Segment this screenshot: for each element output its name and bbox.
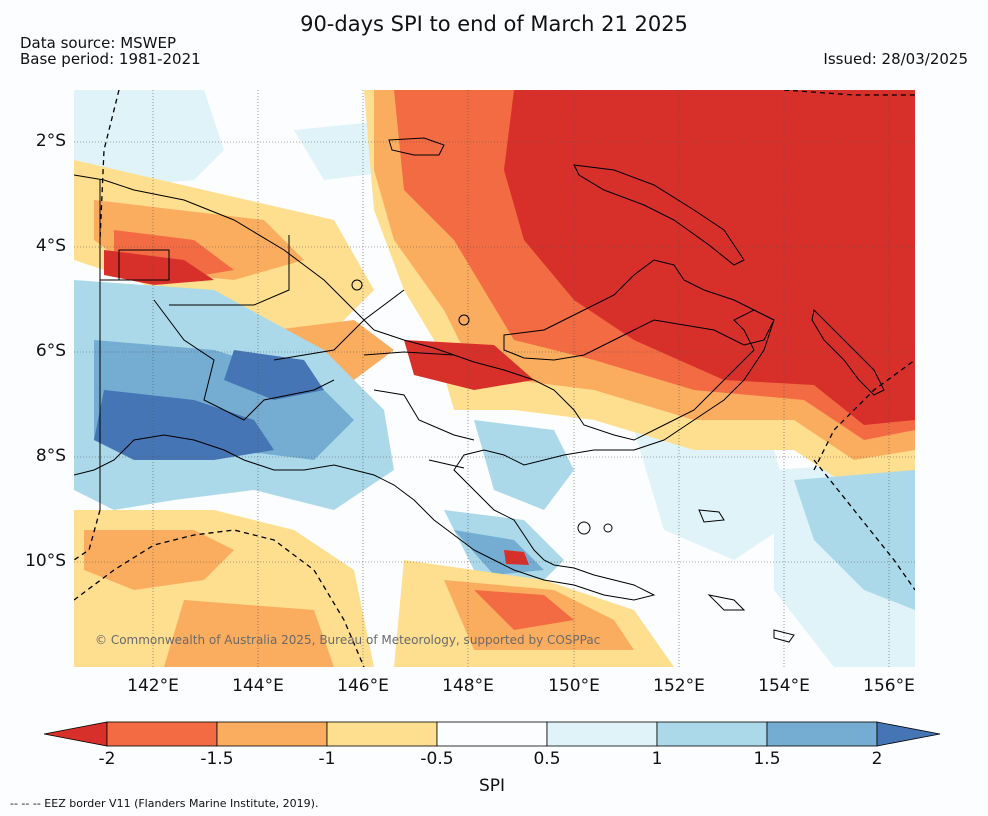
- colorbar-tick: 2: [871, 749, 883, 769]
- spi-map-canvas: [74, 90, 915, 667]
- colorbar-tick: 1.5: [753, 749, 781, 769]
- colorbar-bin: [656, 721, 768, 747]
- footnote: -- -- -- EEZ border V11 (Flanders Marine…: [10, 797, 319, 810]
- data-source: Data source: MSWEP: [20, 34, 177, 52]
- spi-map: © Commonwealth of Australia 2025, Bureau…: [74, 90, 915, 667]
- colorbar-bin: [436, 721, 548, 747]
- lon-label-148e: 148°E: [442, 676, 494, 696]
- spi-colorbar: [44, 721, 941, 747]
- issued-date: Issued: 28/03/2025: [823, 50, 968, 68]
- map-title: 90-days SPI to end of March 21 2025: [300, 12, 688, 36]
- colorbar-tick: -1.5: [200, 749, 234, 769]
- colorbar-bin: [326, 721, 438, 747]
- lon-label-154e: 154°E: [758, 676, 810, 696]
- lat-label-6s: 6°S: [35, 341, 66, 361]
- colorbar-tick: 0.5: [533, 749, 561, 769]
- lat-label-10s: 10°S: [25, 551, 66, 571]
- lon-label-152e: 152°E: [653, 676, 705, 696]
- lon-label-144e: 144°E: [232, 676, 284, 696]
- colorbar-tick: -2: [98, 749, 116, 769]
- colorbar-tick: -1: [318, 749, 336, 769]
- colorbar-title: SPI: [478, 776, 506, 796]
- colorbar-bin: [766, 721, 878, 747]
- colorbar-tick: -0.5: [420, 749, 454, 769]
- lon-label-150e: 150°E: [548, 676, 600, 696]
- colorbar-extend-low: [44, 721, 108, 747]
- lon-label-146e: 146°E: [337, 676, 389, 696]
- colorbar-extend-high: [876, 721, 941, 747]
- copyright-notice: © Commonwealth of Australia 2025, Bureau…: [95, 633, 601, 647]
- lat-label-8s: 8°S: [35, 446, 66, 466]
- colorbar-bin: [106, 721, 218, 747]
- lon-label-156e: 156°E: [863, 676, 915, 696]
- base-period: Base period: 1981-2021: [20, 50, 201, 68]
- colorbar-tick: 1: [651, 749, 663, 769]
- source-info: Data source: MSWEP Base period: 1981-202…: [20, 35, 201, 67]
- lat-label-4s: 4°S: [35, 236, 66, 256]
- colorbar-bin: [546, 721, 658, 747]
- lon-label-142e: 142°E: [127, 676, 179, 696]
- lat-label-2s: 2°S: [35, 131, 66, 151]
- colorbar-bin: [216, 721, 328, 747]
